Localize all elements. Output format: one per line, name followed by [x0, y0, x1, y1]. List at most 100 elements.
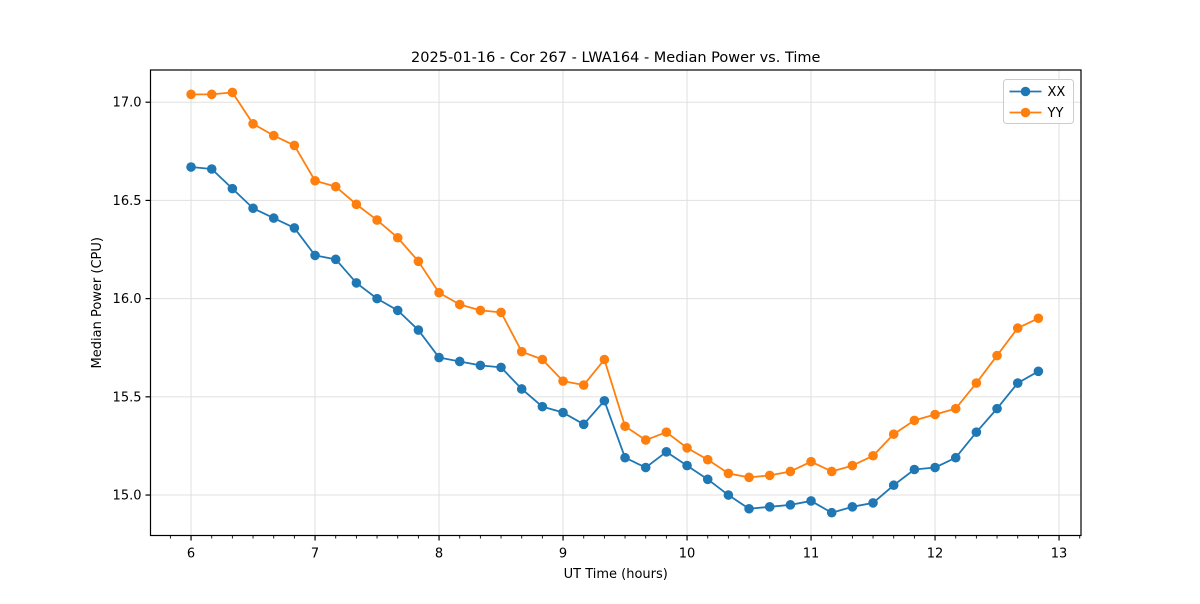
series-xx-marker — [392, 305, 403, 316]
series-yy-marker — [558, 376, 568, 386]
series-xx-marker — [744, 503, 754, 514]
series-xx-marker — [475, 360, 486, 371]
y-tick-label: 15.5 — [113, 390, 142, 405]
grid-layer — [150, 70, 1081, 536]
series-xx-marker — [248, 203, 258, 214]
series-yy-marker — [682, 443, 692, 453]
series-xx-marker — [888, 480, 899, 491]
series-xx-marker — [847, 502, 858, 512]
series-xx-marker — [268, 213, 279, 223]
series-xx-marker — [702, 474, 713, 485]
series-yy-marker — [186, 89, 196, 100]
y-tick-label: 16.5 — [113, 194, 142, 209]
series-yy-marker — [702, 454, 713, 465]
series-xx-marker — [537, 401, 548, 412]
series-yy-marker — [950, 403, 961, 414]
series-xx-marker — [826, 507, 837, 518]
series-yy-marker — [599, 354, 610, 365]
x-tick-label: 9 — [559, 547, 567, 562]
legend-sample-marker — [1020, 107, 1031, 118]
series-yy-marker — [372, 215, 382, 225]
legend: XX YY — [1003, 79, 1074, 124]
series-xx-marker — [206, 164, 217, 174]
series-xx-marker — [992, 403, 1002, 414]
series-yy-marker — [806, 456, 816, 467]
x-tick-label: 8 — [435, 547, 443, 562]
series-xx-marker — [186, 162, 196, 172]
series-xx-marker — [868, 498, 878, 508]
series-xx-marker — [578, 419, 589, 430]
legend-sample-marker — [1020, 86, 1031, 97]
series-xx-marker — [330, 254, 341, 265]
series-xx-marker — [413, 325, 424, 335]
series-yy-marker — [868, 450, 878, 461]
series-xx-marker — [351, 278, 362, 288]
x-tick-label: 6 — [187, 547, 195, 562]
series-yy-marker — [454, 299, 465, 310]
y-tick-label: 15.0 — [113, 489, 142, 504]
x-tick-label: 12 — [927, 547, 944, 562]
series-yy-marker — [826, 466, 837, 477]
series-xx-marker — [558, 407, 568, 418]
series-yy-marker — [723, 468, 734, 479]
x-axis-label: UT Time (hours) — [564, 567, 668, 582]
series-yy-marker — [227, 87, 238, 98]
series-yy-marker — [971, 378, 982, 388]
series-xx-marker — [372, 293, 382, 304]
axes-frame — [149, 69, 1082, 537]
series-xx-marker — [785, 500, 796, 510]
series-xx-marker — [310, 250, 320, 261]
series-xx-marker — [950, 452, 961, 463]
series-xx-marker — [599, 395, 610, 406]
series-yy-marker — [392, 232, 403, 243]
series-xx-marker — [661, 447, 672, 457]
series-yy-marker — [351, 199, 362, 210]
series-yy-marker — [434, 287, 444, 298]
x-tick-label: 13 — [1051, 547, 1068, 562]
series-xx-marker — [640, 462, 651, 473]
series-yy-marker — [206, 89, 217, 100]
series-yy-marker — [475, 305, 486, 316]
y-tick-label: 17.0 — [113, 96, 142, 111]
series-yy-marker — [640, 435, 651, 445]
series-yy-marker — [310, 175, 320, 186]
legend-label: YY — [1047, 106, 1064, 121]
series-xx-marker — [289, 223, 300, 233]
series-xx-marker — [516, 384, 527, 394]
series-yy-marker — [764, 470, 775, 481]
series-yy-marker — [289, 140, 300, 151]
x-tick-label: 7 — [311, 547, 319, 562]
series-yy-marker — [516, 346, 527, 357]
series-xx-marker — [434, 352, 444, 363]
series-yy-marker — [930, 409, 940, 420]
legend-item-yy: YY — [1009, 106, 1064, 121]
series-xx-marker — [723, 490, 734, 500]
series-yy-marker — [578, 380, 589, 390]
series-yy-marker — [330, 181, 341, 192]
legend-item-xx: XX — [1009, 85, 1066, 100]
x-axis: 6 7 8 9 10 11 12 13 — [169, 535, 1081, 562]
y-tick-label: 16.0 — [113, 292, 142, 307]
series-xx — [186, 162, 1044, 518]
series-yy — [186, 87, 1044, 483]
series-xx-marker — [227, 183, 238, 194]
y-axis-label: Median Power (CPU) — [90, 237, 105, 368]
series-xx-marker — [930, 462, 940, 473]
series-yy-marker — [661, 427, 672, 437]
series-xx-marker — [682, 460, 692, 471]
series-xx-marker — [454, 356, 465, 367]
legend-label: XX — [1048, 85, 1066, 100]
chart-title: 2025-01-16 - Cor 267 - LWA164 - Median P… — [411, 50, 820, 66]
series-xx-line — [190, 166, 1040, 514]
x-tick-label: 10 — [679, 547, 696, 562]
series-yy-marker — [248, 119, 258, 129]
series-xx-marker — [1012, 378, 1023, 388]
series-xx-marker — [1033, 366, 1044, 377]
y-axis: 15.0 15.5 16.0 16.5 17.0 — [113, 96, 151, 504]
series-xx-marker — [971, 427, 982, 437]
series-yy-marker — [413, 256, 424, 267]
series-xx-marker — [764, 502, 775, 512]
series-yy-marker — [744, 472, 754, 483]
